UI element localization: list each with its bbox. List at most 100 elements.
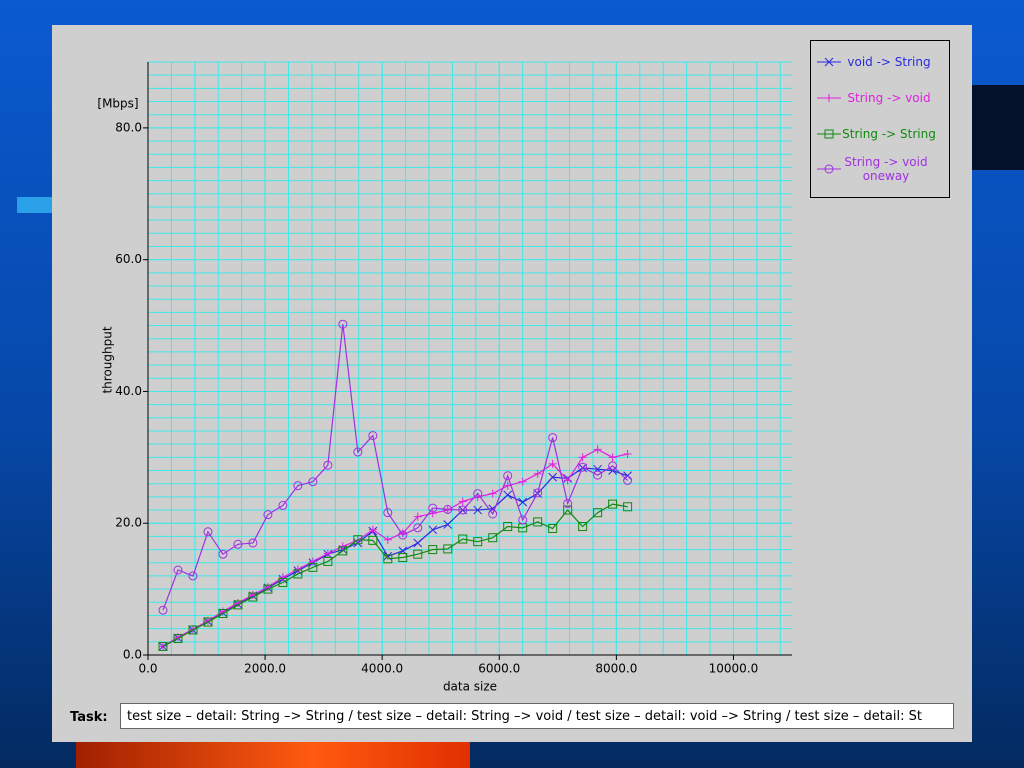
marker bbox=[158, 605, 168, 615]
marker bbox=[278, 500, 288, 510]
legend-entry: String -> void bbox=[817, 91, 937, 105]
marker bbox=[518, 515, 528, 525]
marker bbox=[578, 453, 587, 462]
marker bbox=[533, 488, 543, 498]
marker bbox=[533, 517, 543, 527]
marker bbox=[503, 490, 513, 500]
marker bbox=[263, 510, 273, 520]
marker bbox=[473, 489, 483, 499]
marker bbox=[308, 477, 318, 487]
marker bbox=[308, 557, 317, 566]
series-line bbox=[162, 324, 629, 611]
marker bbox=[488, 489, 497, 498]
legend-symbol bbox=[817, 164, 841, 174]
marker bbox=[383, 508, 393, 518]
marker bbox=[473, 505, 483, 515]
marker bbox=[218, 549, 228, 559]
x-tick-label: 10000.0 bbox=[709, 662, 759, 676]
marker bbox=[398, 552, 408, 562]
marker bbox=[563, 505, 573, 515]
marker bbox=[233, 600, 243, 610]
marker bbox=[578, 522, 588, 532]
marker bbox=[293, 569, 303, 579]
y-axis-label: throughput bbox=[101, 326, 115, 393]
marker bbox=[413, 512, 422, 521]
x-tick-label: 8000.0 bbox=[595, 662, 637, 676]
marker bbox=[263, 583, 272, 592]
marker bbox=[323, 460, 333, 470]
marker bbox=[473, 537, 483, 547]
marker bbox=[173, 565, 183, 575]
marker bbox=[593, 445, 602, 454]
legend: void -> String String -> void String -> St… bbox=[810, 40, 950, 198]
marker bbox=[824, 129, 834, 139]
legend-entry: String -> void oneway bbox=[817, 155, 931, 183]
marker bbox=[413, 549, 423, 559]
task-label: Task: bbox=[70, 710, 108, 725]
decor-block bbox=[972, 85, 1024, 170]
marker bbox=[428, 503, 438, 513]
marker bbox=[824, 57, 834, 67]
marker bbox=[188, 625, 198, 635]
marker bbox=[443, 520, 453, 529]
legend-symbol bbox=[817, 94, 841, 102]
marker bbox=[533, 469, 542, 478]
marker bbox=[548, 433, 558, 443]
series-line bbox=[162, 467, 628, 647]
x-tick-label: 6000.0 bbox=[478, 662, 520, 676]
marker bbox=[608, 453, 617, 462]
marker bbox=[488, 533, 498, 543]
marker bbox=[428, 545, 438, 555]
decor-bar bbox=[76, 742, 470, 768]
x-tick-label: 2000.0 bbox=[244, 662, 286, 676]
legend-label: String -> void oneway bbox=[844, 155, 928, 183]
marker bbox=[443, 544, 453, 554]
marker bbox=[825, 94, 833, 102]
marker bbox=[368, 525, 377, 534]
marker bbox=[608, 499, 618, 509]
series-line bbox=[162, 448, 628, 647]
marker bbox=[158, 641, 168, 651]
legend-entry: String -> String bbox=[817, 127, 937, 141]
series-line bbox=[162, 503, 628, 647]
marker bbox=[623, 450, 632, 459]
marker bbox=[458, 534, 468, 544]
marker bbox=[278, 573, 287, 582]
marker bbox=[368, 535, 378, 545]
marker bbox=[338, 542, 347, 551]
marker bbox=[278, 578, 288, 588]
marker bbox=[293, 481, 303, 491]
marker bbox=[338, 546, 348, 556]
y-tick-label: 60.0 bbox=[115, 252, 142, 266]
legend-entry: void -> String bbox=[817, 55, 937, 69]
marker bbox=[323, 549, 332, 558]
marker bbox=[383, 535, 392, 544]
marker bbox=[173, 634, 183, 644]
marker bbox=[443, 504, 453, 514]
marker bbox=[563, 498, 573, 508]
marker bbox=[593, 470, 603, 480]
legend-label: void -> String bbox=[847, 55, 931, 69]
marker bbox=[428, 509, 437, 518]
marker bbox=[518, 477, 527, 486]
marker bbox=[218, 608, 228, 618]
x-tick-label: 4000.0 bbox=[361, 662, 403, 676]
marker bbox=[398, 530, 408, 540]
marker bbox=[824, 164, 834, 174]
marker bbox=[248, 538, 258, 548]
marker bbox=[413, 523, 423, 533]
y-tick-label: 40.0 bbox=[115, 384, 142, 398]
x-axis-label: data size bbox=[443, 680, 497, 694]
marker bbox=[368, 431, 378, 441]
marker bbox=[398, 529, 407, 538]
y-tick-label: 80.0 bbox=[115, 120, 142, 134]
marker bbox=[428, 525, 438, 535]
task-field[interactable]: test size – detail: String –> String / t… bbox=[120, 703, 954, 729]
legend-label: String -> String bbox=[842, 127, 936, 141]
marker bbox=[563, 476, 572, 485]
x-tick-label: 0.0 bbox=[138, 662, 157, 676]
marker bbox=[548, 523, 558, 533]
marker bbox=[353, 447, 363, 457]
marker bbox=[503, 471, 513, 481]
